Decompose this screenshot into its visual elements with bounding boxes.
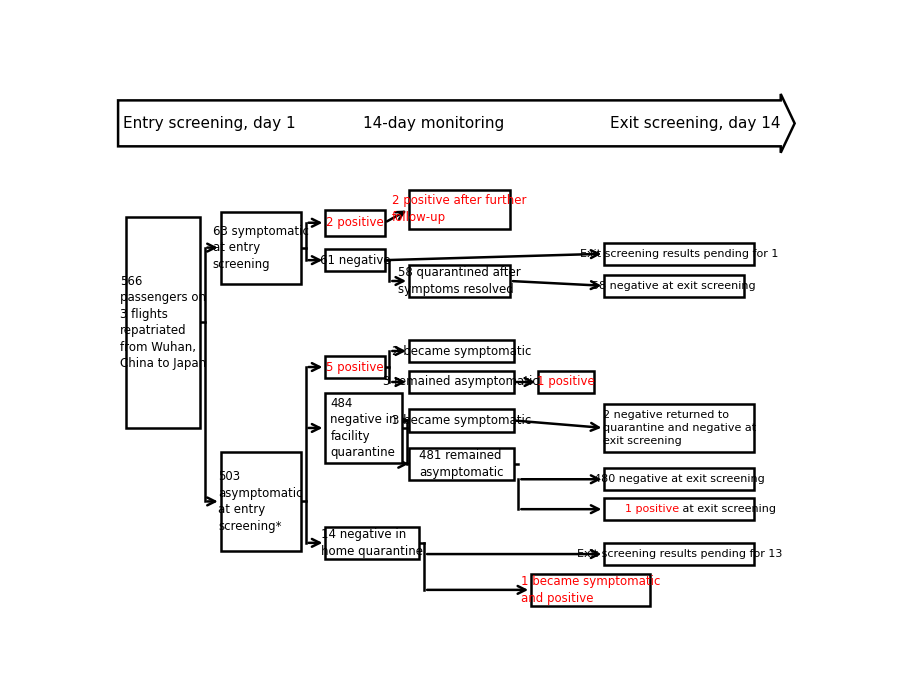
Text: 1 positive: 1 positive bbox=[626, 504, 680, 514]
FancyBboxPatch shape bbox=[409, 265, 510, 297]
FancyBboxPatch shape bbox=[325, 527, 419, 559]
Text: 58 quarantined after
symptoms resolved: 58 quarantined after symptoms resolved bbox=[398, 266, 521, 296]
FancyBboxPatch shape bbox=[604, 543, 754, 566]
FancyBboxPatch shape bbox=[604, 404, 754, 452]
FancyBboxPatch shape bbox=[409, 189, 510, 228]
Text: 1 became symptomatic
and positive: 1 became symptomatic and positive bbox=[520, 575, 660, 604]
FancyBboxPatch shape bbox=[409, 448, 514, 480]
Text: 3 remained asymptomatic: 3 remained asymptomatic bbox=[383, 375, 539, 389]
FancyBboxPatch shape bbox=[538, 371, 594, 393]
Text: Exit screening results pending for 13: Exit screening results pending for 13 bbox=[577, 549, 782, 559]
Text: 480 negative at exit screening: 480 negative at exit screening bbox=[594, 474, 765, 484]
FancyBboxPatch shape bbox=[220, 212, 301, 284]
FancyBboxPatch shape bbox=[126, 217, 200, 428]
FancyBboxPatch shape bbox=[604, 498, 754, 520]
Text: 5 positive: 5 positive bbox=[326, 361, 383, 373]
Text: 2 positive: 2 positive bbox=[326, 217, 383, 229]
FancyBboxPatch shape bbox=[604, 275, 743, 297]
Text: 3 became symptomatic: 3 became symptomatic bbox=[392, 414, 531, 427]
Text: 503
asymptomatic
at entry
screening*: 503 asymptomatic at entry screening* bbox=[219, 470, 303, 533]
FancyBboxPatch shape bbox=[325, 356, 384, 378]
Text: 566
passengers on
3 flights
repatriated
from Wuhan,
China to Japan: 566 passengers on 3 flights repatriated … bbox=[120, 275, 206, 370]
Text: 58 negative at exit screening: 58 negative at exit screening bbox=[592, 281, 756, 291]
Text: 2 positive after further
follow-up: 2 positive after further follow-up bbox=[392, 194, 526, 224]
Text: 61 negative: 61 negative bbox=[320, 254, 391, 266]
FancyBboxPatch shape bbox=[325, 393, 402, 463]
FancyBboxPatch shape bbox=[325, 210, 384, 235]
Text: 484
negative in
facility
quarantine: 484 negative in facility quarantine bbox=[330, 397, 397, 459]
FancyBboxPatch shape bbox=[531, 574, 650, 606]
Text: 63 symptomatic
at entry
screening: 63 symptomatic at entry screening bbox=[212, 225, 309, 271]
FancyBboxPatch shape bbox=[409, 340, 514, 362]
Text: 2 negative returned to
quarantine and negative at
exit screening: 2 negative returned to quarantine and ne… bbox=[603, 410, 756, 446]
FancyBboxPatch shape bbox=[325, 249, 384, 271]
Text: 481 remained
asymptomatic: 481 remained asymptomatic bbox=[419, 449, 503, 478]
Text: Entry screening, day 1: Entry screening, day 1 bbox=[123, 116, 295, 131]
Text: Exit screening, day 14: Exit screening, day 14 bbox=[609, 116, 780, 131]
Text: 14 negative in
home quarantine: 14 negative in home quarantine bbox=[321, 528, 423, 557]
FancyBboxPatch shape bbox=[220, 452, 301, 551]
Text: 2 became symptomatic: 2 became symptomatic bbox=[392, 344, 531, 357]
Text: 1 positive: 1 positive bbox=[537, 375, 595, 389]
Text: 14-day monitoring: 14-day monitoring bbox=[363, 116, 504, 131]
FancyBboxPatch shape bbox=[409, 371, 514, 393]
Text: at exit screening: at exit screening bbox=[680, 504, 776, 514]
Text: Exit screening results pending for 1: Exit screening results pending for 1 bbox=[580, 248, 778, 259]
FancyBboxPatch shape bbox=[604, 468, 754, 491]
FancyBboxPatch shape bbox=[409, 409, 514, 432]
FancyBboxPatch shape bbox=[604, 242, 754, 265]
